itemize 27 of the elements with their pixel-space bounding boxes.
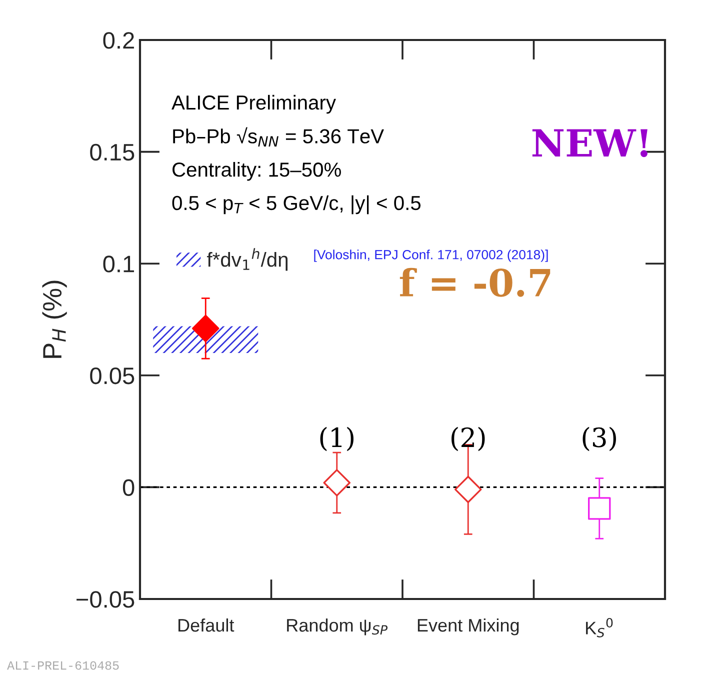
point [323,469,351,496]
y-axis-title: P$_{H}$ (%) [42,280,67,358]
x-tick-label: Random ψ$_{SP}$ [287,618,388,636]
annotation: [Voloshin, EPJ Conf. 171, 07002 (2018)] [314,250,548,262]
annotation: (3) [582,426,616,452]
annotation: Centrality: 15–50% [172,162,341,181]
y-tick-label: 0.15 [90,144,134,161]
annotation: (2) [452,426,485,452]
x-tick-label: Default [178,618,234,632]
y-tick-label: 0 [122,479,134,496]
text: ALI-PREL-610485 [7,661,119,670]
y-tick-label: 0.2 [103,32,134,49]
annotation: f = -0.7 [400,268,550,297]
point [192,314,220,342]
y-tick-label: 0.05 [90,367,134,384]
legend-label: f*dv$_{1}$$^{h}$/dη [206,248,288,271]
annotation: Pb–Pb √s$_{NN}$ = 5.36 TeV [173,127,384,147]
x-tick-label: Event Mixing [418,618,519,636]
point [588,497,611,520]
x-tick-label: K$_{S}$$^{0}$ [586,618,613,638]
y-tick-label: −0.05 [76,591,134,608]
y-tick-label: 0.1 [103,256,134,272]
annotation: ALICE Preliminary [172,94,336,114]
annotation: (1) [320,426,354,452]
annotation: NEW! [532,129,648,158]
annotation: 0.5 < p$_{T}$ < 5 GeV/c, |y| < 0.5 [172,195,421,214]
point [454,476,482,504]
